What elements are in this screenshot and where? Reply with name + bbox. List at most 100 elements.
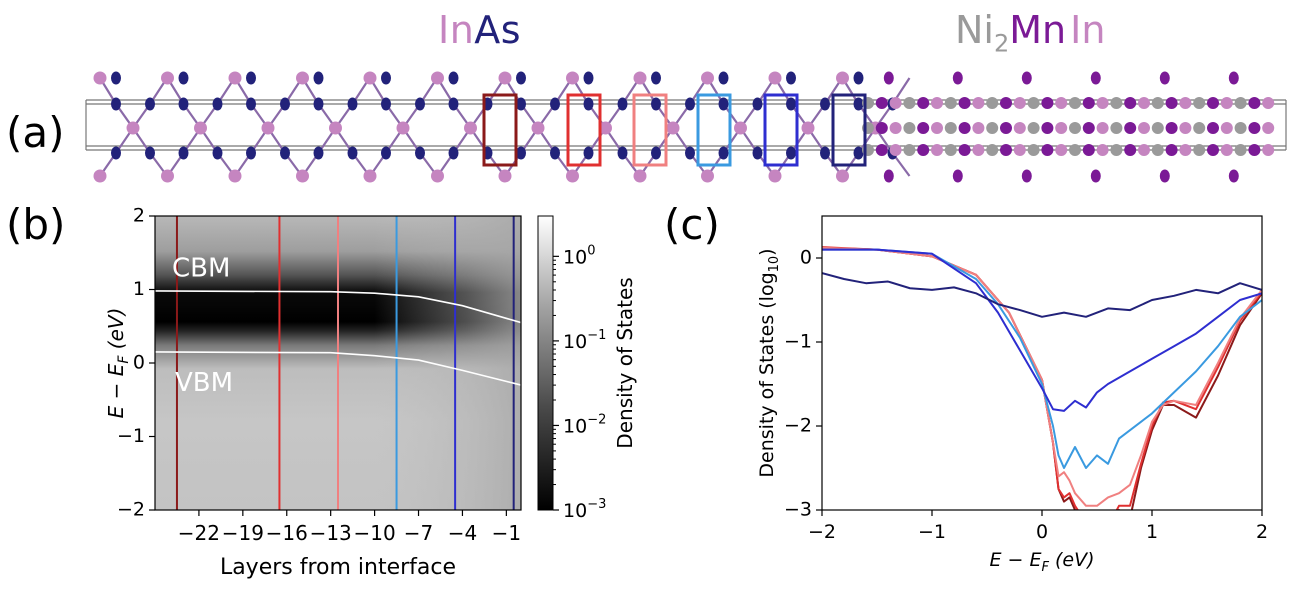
mn-atom (1041, 97, 1054, 109)
y-tick-label: −2 (117, 499, 145, 521)
in-atom (1220, 144, 1233, 156)
as-atom (178, 146, 189, 160)
ni-atom (1069, 122, 1081, 134)
as-atom (111, 71, 121, 85)
y-label-minus: − (104, 376, 128, 405)
in-atom (566, 71, 579, 85)
in-atom (1262, 122, 1275, 134)
ni-atom (1234, 97, 1247, 109)
as-atom (583, 146, 594, 160)
x-tick-label: −1 (918, 521, 946, 543)
y-label-sub: F (116, 355, 132, 364)
ni-atom (1151, 122, 1164, 134)
as-atom (583, 97, 594, 111)
as-atom (853, 97, 864, 111)
y-tick-label: −1 (117, 425, 145, 447)
in-atom (633, 71, 647, 85)
ni-atom (1234, 144, 1247, 156)
mn-atom (1165, 97, 1178, 109)
mn-atom (1228, 71, 1239, 85)
mn-atom (875, 122, 888, 134)
colorbar-label: Density of States (613, 277, 637, 448)
in-atom (1220, 97, 1233, 109)
as-atom (448, 97, 459, 111)
mn-atom (1124, 122, 1137, 134)
tick-base: 10 (563, 415, 587, 437)
y-label-sub: 10 (767, 256, 782, 273)
ni-atom (986, 122, 999, 134)
in-atom (666, 121, 680, 135)
as-atom (786, 146, 796, 160)
in-atom (768, 71, 782, 85)
mn-atom (1165, 122, 1178, 134)
colorbar-tick-label: 10−2 (563, 412, 606, 437)
mn-atom (917, 144, 930, 156)
in-atom (126, 121, 140, 135)
y-label-close: ) (756, 248, 778, 255)
in-atom (931, 122, 943, 134)
x-tick-label: −7 (404, 521, 433, 545)
as-atom (685, 146, 695, 160)
in-atom (431, 71, 444, 85)
ni-atom (944, 97, 957, 109)
in-atom (701, 71, 714, 85)
as-atom (448, 146, 459, 160)
y-label-e2: E (104, 363, 128, 376)
y-tick-label: 2 (133, 205, 145, 227)
in-atom (1013, 122, 1026, 134)
in-atom (296, 169, 309, 183)
as-atom (786, 71, 796, 85)
as-atom (617, 146, 628, 160)
as-atom (246, 71, 256, 85)
in-atom (329, 121, 342, 135)
mn-atom (952, 71, 963, 85)
series-group (822, 246, 1262, 510)
atom-layer (93, 71, 1275, 183)
mn-atom (1021, 71, 1032, 85)
colorbar (537, 215, 554, 511)
ni-atom (903, 122, 916, 134)
in-atom (599, 121, 612, 135)
tick-exp: 0 (587, 243, 595, 258)
mn-atom (1248, 122, 1261, 134)
title-mn: Mn (1009, 8, 1067, 52)
mn-atom (1159, 71, 1170, 85)
cbm-annotation: CBM (172, 253, 230, 283)
layer-highlight-box (566, 93, 602, 167)
in-atom (1179, 122, 1192, 134)
ni-atom (1193, 144, 1206, 156)
as-atom (550, 146, 560, 160)
y-label-main: Density of States (log (756, 272, 778, 477)
x-tick-label: −19 (222, 521, 264, 545)
in-atom (972, 122, 985, 134)
ni-atom (1110, 122, 1123, 134)
ni-atom (1193, 122, 1206, 134)
in-atom (972, 97, 985, 109)
in-atom (889, 97, 902, 109)
in-atom (261, 121, 275, 135)
as-atom (752, 97, 763, 111)
mn-atom (1207, 97, 1219, 109)
mn-atom (875, 97, 888, 109)
in-atom (464, 121, 477, 135)
x-tick-label: −2 (808, 521, 836, 543)
mn-atom (1000, 144, 1012, 156)
mn-atom (1228, 169, 1239, 183)
in-atom (1220, 122, 1233, 134)
in-atom (889, 122, 902, 134)
in-atom (93, 169, 107, 183)
ni-atom (1193, 97, 1206, 109)
y-tick-label: −3 (784, 499, 812, 521)
x-tick-label: 0 (1036, 521, 1048, 543)
ni-atom (903, 97, 916, 109)
tick-base: 10 (563, 331, 587, 353)
bond-layer (99, 77, 911, 177)
ni2mnin-title: Ni2Mn In (955, 8, 1105, 58)
in-atom (228, 169, 242, 183)
ni-atom (1069, 144, 1081, 156)
mn-atom (1248, 144, 1261, 156)
ni-atom (986, 144, 999, 156)
in-atom (566, 169, 579, 183)
in-atom (1138, 97, 1150, 109)
